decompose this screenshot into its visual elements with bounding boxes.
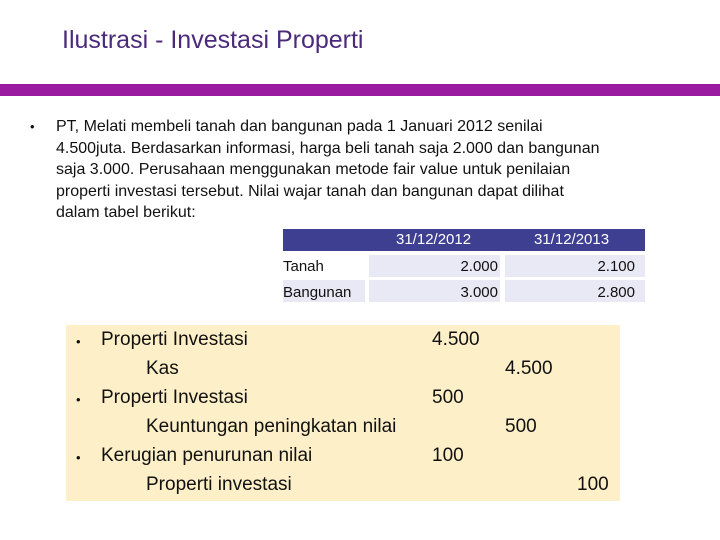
column-header-2013: 31/12/2013 (534, 231, 610, 248)
journal-debit-amount: 500 (432, 387, 464, 408)
intro-line: 4.500juta. Berdasarkan informasi, harga … (56, 139, 600, 157)
table-cell-bg (505, 255, 645, 277)
column-header-2012: 31/12/2012 (396, 231, 472, 248)
table-cell-tanah-2012: 2.000 (460, 258, 498, 275)
journal-credit-account: Kas (146, 358, 179, 379)
table-cell-tanah-2013: 2.100 (597, 258, 635, 275)
journal-debit-amount: 100 (432, 445, 464, 466)
intro-text: PT, Melati membeli tanah dan bangunan pa… (56, 116, 696, 224)
title-divider (0, 84, 720, 96)
table-cell-bg (505, 280, 645, 302)
journal-debit-account: Kerugian penurunan nilai (101, 445, 313, 466)
table-cell-bg (369, 280, 500, 302)
intro-line: saja 3.000. Perusahaan menggunakan metod… (56, 161, 571, 178)
journal-entries-box (66, 325, 620, 501)
intro-line: PT, Melati membeli tanah dan bangunan pa… (56, 118, 543, 135)
journal-debit-amount: 4.500 (432, 329, 480, 350)
journal-debit-account: Properti Investasi (101, 387, 248, 408)
table-cell-bg (369, 255, 500, 277)
table-row-label-bangunan: Bangunan (283, 284, 352, 301)
bullet-icon: • (30, 119, 35, 134)
journal-debit-account: Properti Investasi (101, 329, 248, 350)
bullet-icon: • (76, 392, 81, 407)
bullet-icon: • (76, 450, 81, 465)
table-cell-bg (283, 280, 365, 302)
journal-credit-account: Keuntungan peningkatan nilai (146, 416, 397, 437)
table-header (283, 229, 645, 251)
slide-title: Ilustrasi - Investasi Properti (62, 26, 364, 54)
table-cell-bangunan-2013: 2.800 (597, 284, 635, 301)
bullet-icon: • (76, 334, 81, 349)
table-cell-bangunan-2012: 3.000 (460, 284, 498, 301)
journal-credit-amount: 4.500 (505, 358, 553, 379)
journal-credit-account: Properti investasi (146, 474, 292, 495)
journal-credit-amount: 100 (577, 474, 609, 495)
table-row-label-tanah: Tanah (283, 258, 324, 275)
journal-credit-amount: 500 (505, 416, 537, 437)
intro-line: properti investasi tersebut. Nilai wajar… (56, 182, 564, 200)
intro-line: dalam tabel berikut: (56, 204, 196, 221)
